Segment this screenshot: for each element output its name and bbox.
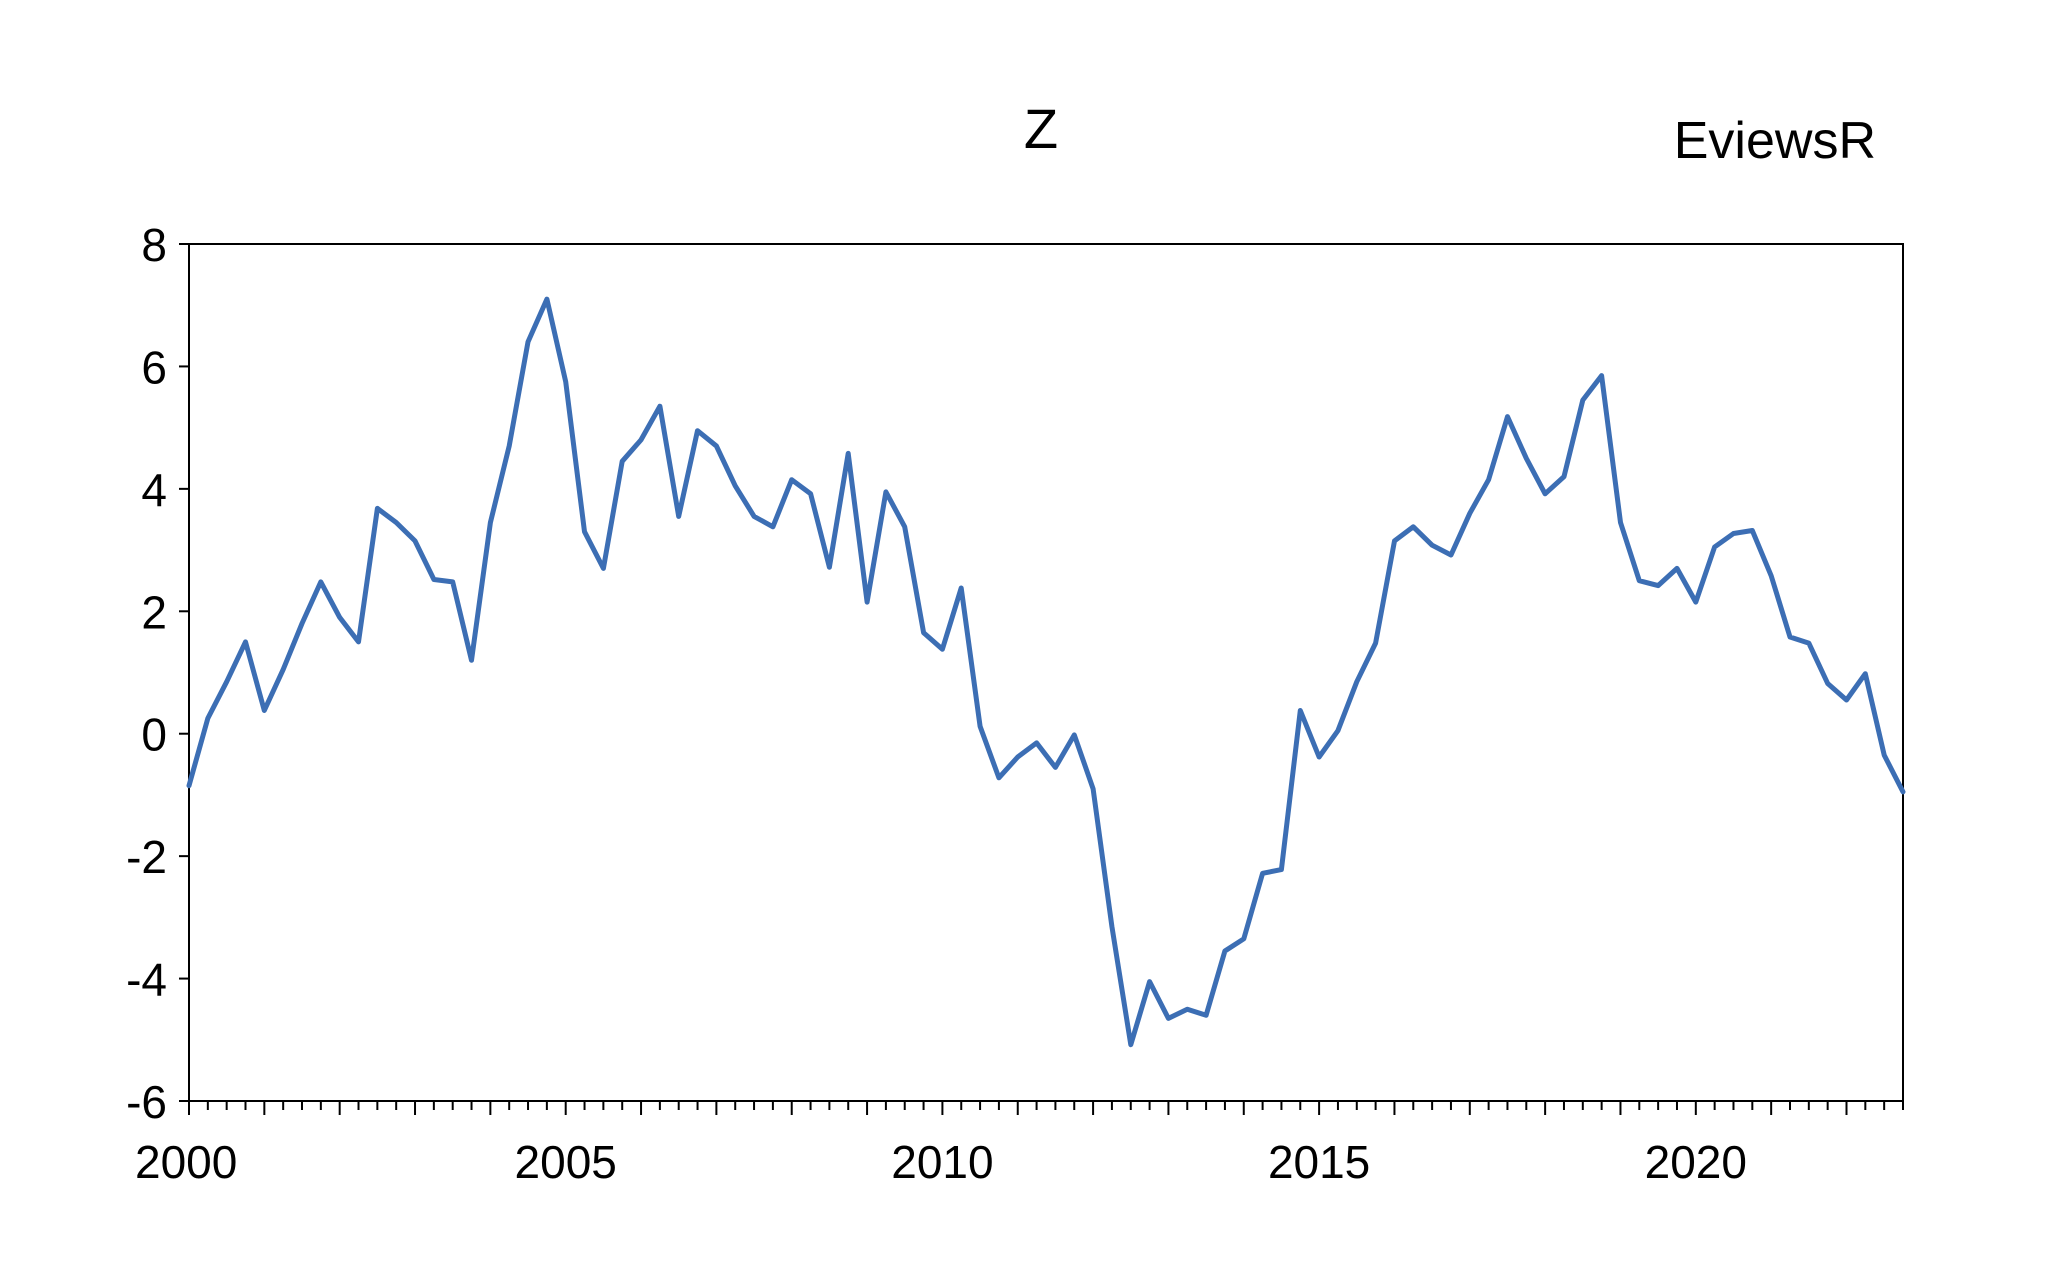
x-tick-label: 2005 — [515, 1136, 617, 1188]
series-group — [186, 296, 1906, 1048]
axes: -6 -4 -2 0 2 4 6 8 2000 2005 2010 2015 2020 — [126, 219, 1904, 1188]
x-tick-label: 2010 — [891, 1136, 993, 1188]
y-tick-label: 6 — [141, 341, 167, 393]
y-tick-label: 8 — [141, 219, 167, 271]
series-line-z — [186, 296, 1906, 1048]
chart-title: Z — [1024, 97, 1058, 160]
watermark-label: EviewsR — [1674, 112, 1876, 170]
y-tick-label: -6 — [126, 1076, 167, 1128]
x-tick-label: 2015 — [1268, 1136, 1370, 1188]
y-tick-label: -2 — [126, 831, 167, 883]
y-tick-label: 4 — [141, 464, 167, 516]
y-tick-label: 2 — [141, 586, 167, 638]
plot-frame — [188, 243, 1904, 1102]
x-tick-label: 2020 — [1645, 1136, 1747, 1188]
x-tick-label: 2000 — [135, 1136, 237, 1188]
y-tick-label: -4 — [126, 954, 167, 1006]
y-tick-label: 0 — [141, 709, 167, 761]
